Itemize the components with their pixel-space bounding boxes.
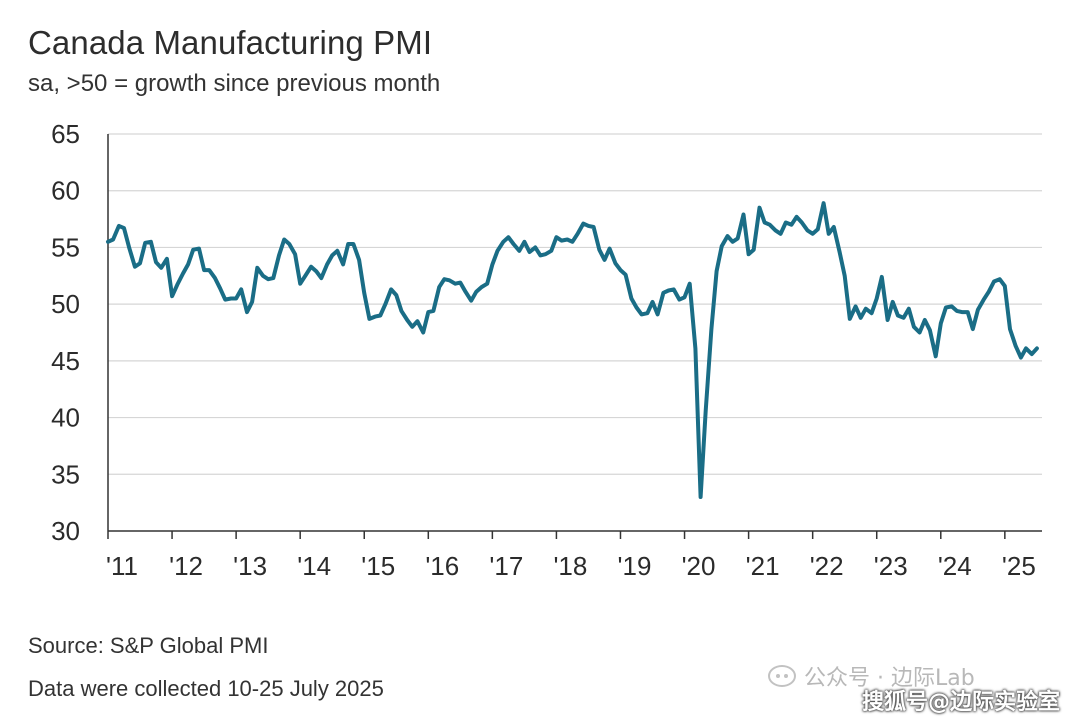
x-tick-label: '13 (233, 551, 267, 581)
x-tick-label: '16 (425, 551, 459, 581)
x-tick-label: '15 (361, 551, 395, 581)
collection-note: Data were collected 10-25 July 2025 (28, 676, 384, 701)
source-note: Source: S&P Global PMI (28, 633, 269, 658)
x-tick-label: '24 (938, 551, 972, 581)
y-tick-label: 35 (51, 459, 80, 489)
watermark-wechat: 公众号 · 边际Lab (768, 660, 975, 692)
x-tick-label: '19 (618, 551, 652, 581)
y-tick-label: 50 (51, 289, 80, 319)
series-line-pmi (106, 201, 1039, 499)
x-tick-label: '23 (874, 551, 908, 581)
x-tick-label: '25 (1002, 551, 1036, 581)
y-tick-label: 45 (51, 346, 80, 376)
x-tick-label: '11 (106, 551, 138, 581)
chart-subtitle: sa, >50 = growth since previous month (28, 70, 441, 97)
x-tick-label: '12 (169, 551, 203, 581)
y-tick-label: 30 (51, 516, 80, 546)
x-tick-label: '21 (746, 551, 780, 581)
x-tick-label: '22 (810, 551, 844, 581)
watermark-sohu: 搜狐号@边际实验室 (862, 690, 1061, 715)
x-tick-label: '14 (297, 551, 331, 581)
watermark-wechat-text: 公众号 · 边际Lab (804, 666, 975, 691)
pmi-line-chart: 30 35 40 45 50 55 60 65 '11 '12 '13 '14 '15 '16 '17 '18… (51, 119, 1042, 581)
y-tick-label: 60 (51, 176, 80, 206)
x-tick-label: '17 (489, 551, 523, 581)
chart-title: Canada Manufacturing PMI (28, 24, 433, 61)
y-tick-label: 55 (51, 232, 80, 262)
x-tick-label: '20 (682, 551, 716, 581)
x-tick-label: '18 (553, 551, 587, 581)
wechat-icon (768, 665, 796, 687)
y-tick-label: 65 (51, 119, 80, 149)
y-tick-label: 40 (51, 403, 80, 433)
